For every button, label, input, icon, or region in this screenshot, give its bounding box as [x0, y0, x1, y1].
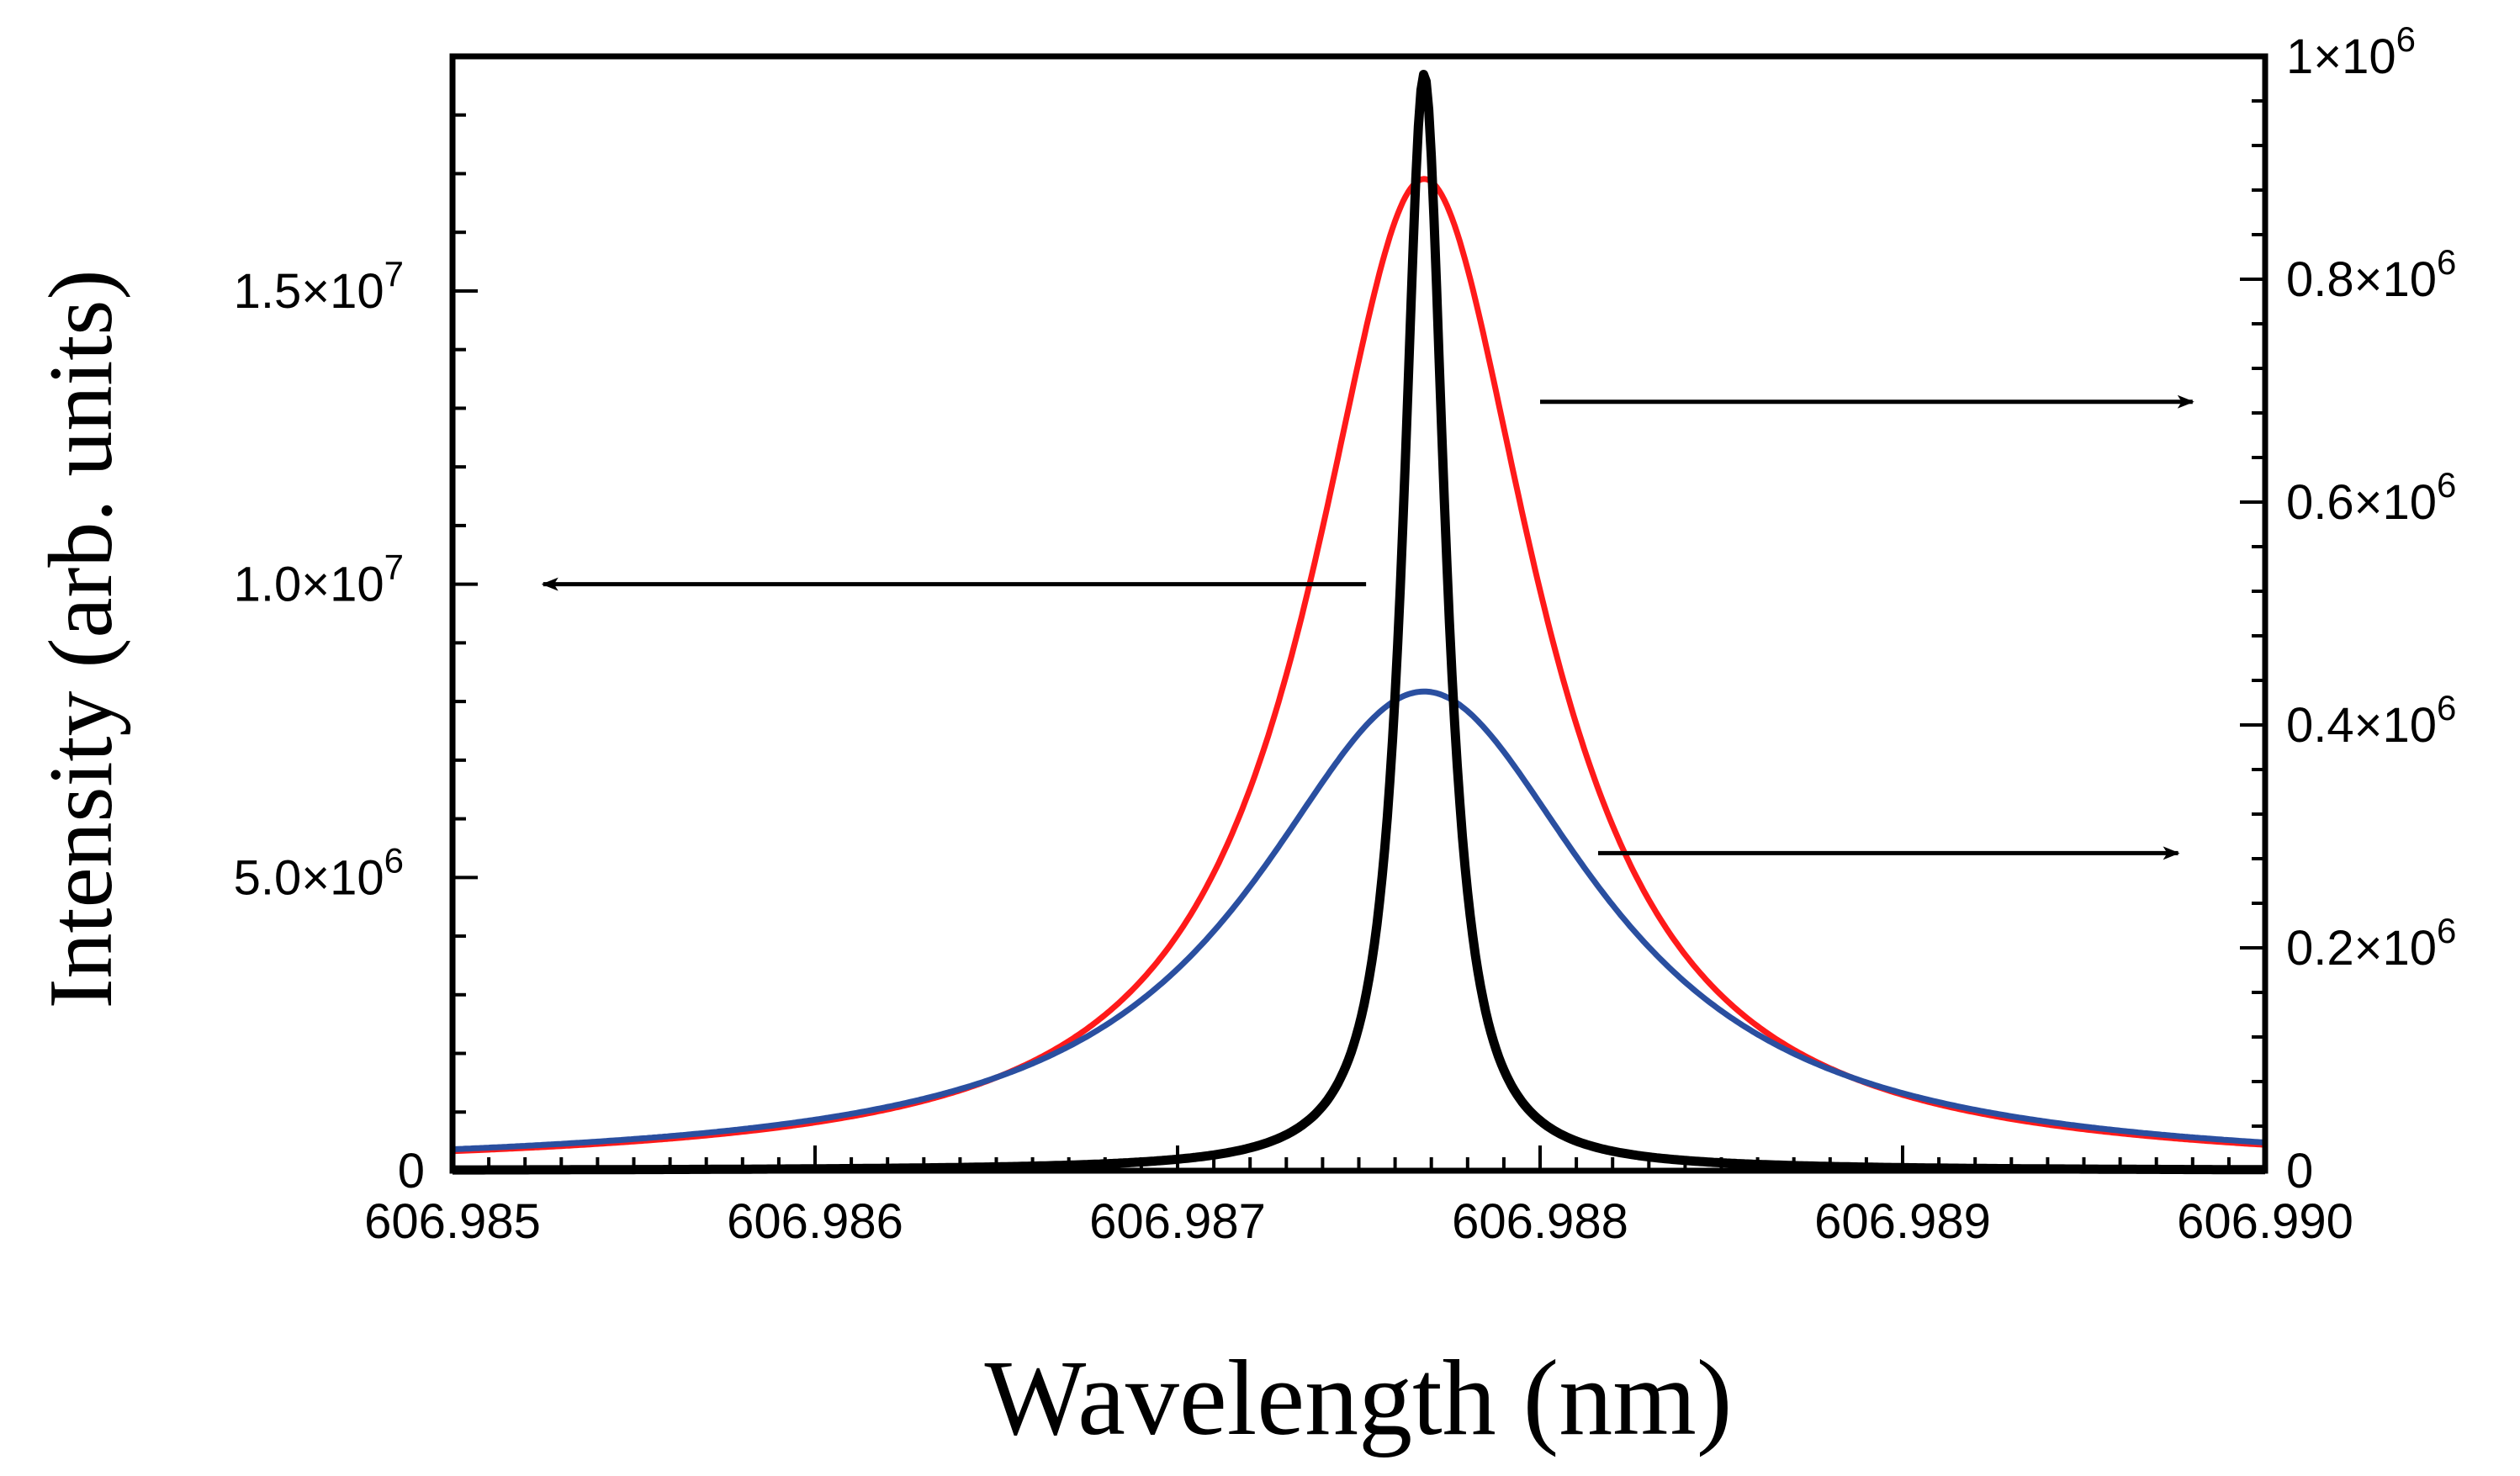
y-tick-label: 1.5×107 [234, 254, 404, 319]
y-tick-label: 5.0×106 [234, 840, 404, 905]
x-axis-title: Wavelength (nm) [985, 1338, 1733, 1457]
y2-tick-labels: 0 0.2×106 0.4×106 0.6×106 0.8×106 1×106 [2286, 19, 2456, 1198]
x-tick-label: 606.988 [1452, 1194, 1628, 1249]
ticks-layer [451, 55, 2267, 1172]
annotation-layer [541, 394, 2194, 860]
x-tick-label: 606.990 [2177, 1194, 2353, 1249]
y-axis-title: Intensity (arb. units) [31, 270, 131, 1009]
x-tick-label: 606.989 [1814, 1194, 1991, 1249]
series-line-red [452, 176, 2266, 1155]
plot-frame [449, 53, 2269, 1174]
series-line-blue [452, 688, 2266, 1152]
y2-tick-label: 0.2×106 [2286, 911, 2456, 976]
x-tick-label: 606.987 [1089, 1194, 1266, 1249]
x-tick-label: 606.985 [364, 1194, 541, 1249]
y2-tick-label: 0.4×106 [2286, 688, 2456, 753]
x-tick-labels: 606.985 606.986 606.987 606.988 606.989 606.9… [364, 1194, 2353, 1249]
y2-tick-label: 0.6×106 [2286, 465, 2456, 530]
curves-layer [450, 70, 2268, 1175]
y-tick-label: 1.0×107 [234, 548, 404, 612]
series-line-black [450, 70, 2268, 1175]
y-tick-labels: 0 5.0×106 1.0×107 1.5×107 [234, 254, 425, 1198]
x-tick-label: 606.986 [727, 1194, 903, 1249]
y-tick-label: 0 [398, 1144, 425, 1198]
y2-tick-label: 0 [2286, 1144, 2313, 1198]
y2-tick-label: 0.8×106 [2286, 242, 2456, 307]
y2-tick-label: 1×106 [2286, 19, 2416, 84]
